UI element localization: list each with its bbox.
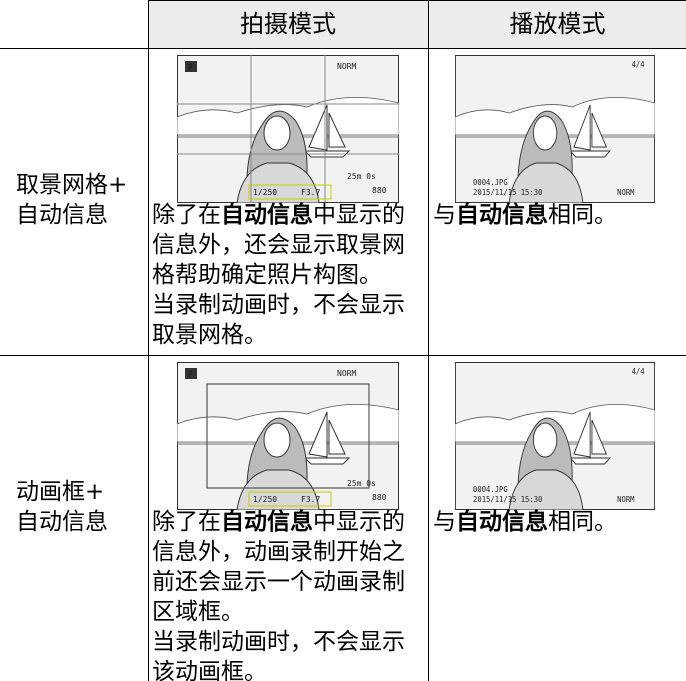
screen-illustration: P NORM 25m 0s 880 1/250 F3.7	[176, 55, 400, 204]
screen-text: 1/250	[253, 495, 277, 504]
text: 相同。	[548, 202, 617, 228]
bold-text: 自动信息	[221, 202, 313, 228]
shoot-description: 除了在自动信息中显示的信息外，动画录制开始之前还会显示一个动画录制区域框。 当录制…	[152, 507, 424, 681]
rule	[0, 48, 686, 49]
rule	[148, 0, 686, 1]
screen-text: 2015/11/15 15:30	[473, 188, 543, 197]
row-label-line: 自动信息	[16, 202, 108, 228]
screen-text: 0004.JPG	[473, 178, 508, 187]
screen-text: F3.7	[301, 188, 320, 197]
play-description: 与自动信息相同。	[433, 507, 683, 537]
screen-text: 25m 0s	[347, 479, 376, 488]
shoot-screen: P NORM 25m 0s 880 1/250 F3.7	[176, 362, 400, 514]
screen-text: P	[188, 370, 193, 379]
screen-text: NORM	[337, 369, 356, 378]
paragraph: 当录制动画时，不会显示该动画框。	[152, 629, 405, 681]
rule	[428, 0, 429, 681]
screen-text: P	[188, 63, 193, 72]
rule	[0, 355, 686, 356]
screen-text: F3.7	[301, 495, 320, 504]
text: 与	[433, 509, 456, 535]
play-screen: 4/4 0004.JPG 2015/11/15 15:30 NORM	[454, 362, 656, 514]
paragraph: 除了在自动信息中显示的信息外，还会显示取景网格帮助确定照片构图。	[152, 200, 424, 290]
screen-text: 1/250	[253, 188, 277, 197]
screen-text: 0004.JPG	[473, 485, 508, 494]
screen-text: NORM	[337, 62, 356, 71]
text: 与	[433, 202, 456, 228]
play-screen: 4/4 0004.JPG 2015/11/15 15:30 NORM	[454, 55, 656, 207]
shoot-description: 除了在自动信息中显示的信息外，还会显示取景网格帮助确定照片构图。 当录制动画时，不…	[152, 200, 424, 350]
screen-text: 4/4	[632, 367, 645, 376]
header-shoot: 拍摄模式	[148, 0, 428, 48]
bold-text: 自动信息	[221, 509, 313, 535]
paragraph: 除了在自动信息中显示的信息外，动画录制开始之前还会显示一个动画录制区域框。	[152, 507, 424, 627]
bold-text: 自动信息	[456, 509, 548, 535]
screen-text: 880	[372, 493, 387, 502]
row-label: 取景网格+ 自动信息	[16, 170, 127, 230]
text: 中显示的信息外，还会显示取景网格帮助确定照片构图。	[152, 202, 405, 288]
bold-text: 自动信息	[456, 202, 548, 228]
text: 除了在	[152, 202, 221, 228]
screen-text: 25m 0s	[347, 172, 376, 181]
screen-text: 2015/11/15 15:30	[473, 495, 543, 504]
row-label-line: 动画框+	[16, 479, 105, 505]
row-label-line: 取景网格+	[16, 172, 128, 198]
paragraph: 当录制动画时，不会显示取景网格。	[152, 292, 405, 348]
rule	[148, 0, 149, 681]
screen-text: 880	[372, 186, 387, 195]
screen-text: 4/4	[632, 60, 645, 69]
shoot-screen: P NORM 25m 0s 880 1/250 F3.7	[176, 55, 400, 207]
text: 中显示的信息外，动画录制开始之前还会显示一个动画录制区域框。	[152, 509, 405, 625]
text: 除了在	[152, 509, 221, 535]
screen-illustration: P NORM 25m 0s 880 1/250 F3.7	[176, 362, 400, 511]
screen-text: NORM	[617, 188, 635, 197]
row-label-line: 自动信息	[16, 509, 108, 535]
text: 相同。	[548, 509, 617, 535]
screen-text: NORM	[617, 495, 635, 504]
header-play: 播放模式	[429, 0, 686, 48]
play-description: 与自动信息相同。	[433, 200, 683, 230]
row-label: 动画框+ 自动信息	[16, 477, 108, 537]
